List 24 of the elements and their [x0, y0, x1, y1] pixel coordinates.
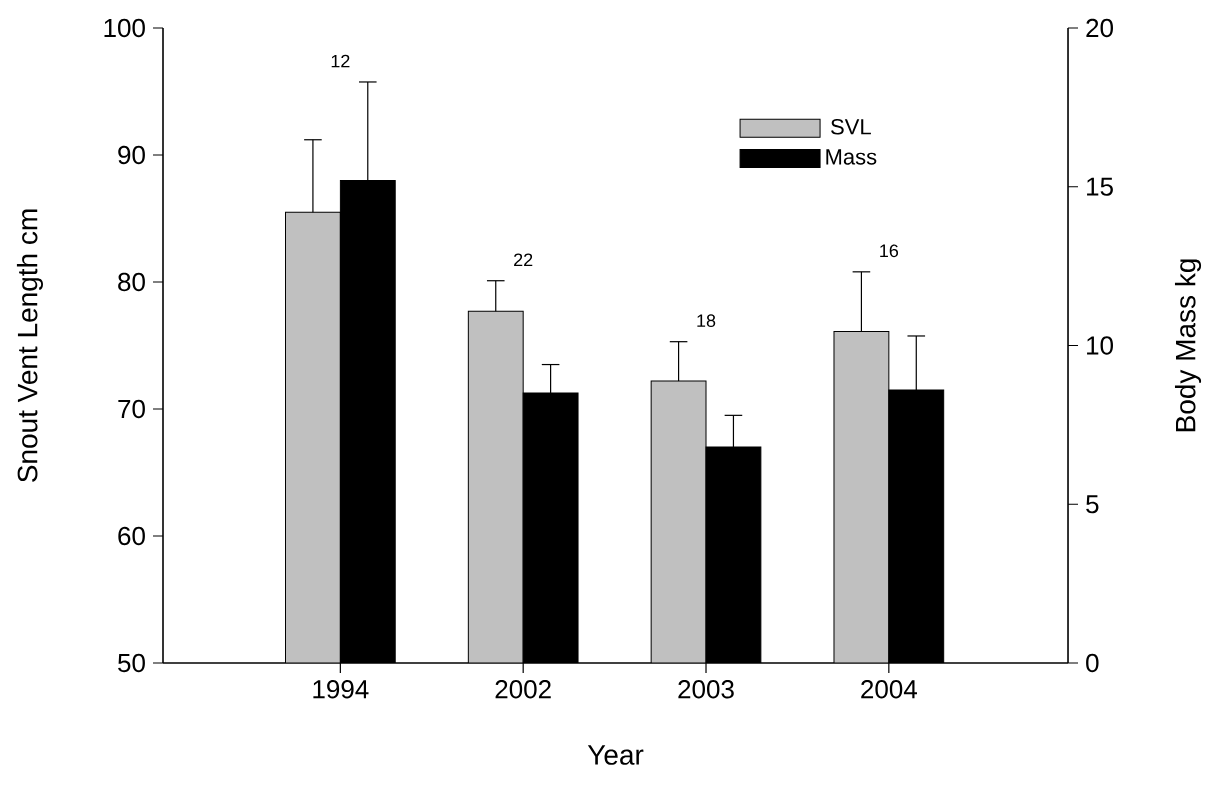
legend-label: SVL — [831, 118, 871, 135]
y2-tick-label: 20 — [1086, 18, 1113, 38]
x-tick-label: 2002 — [495, 680, 551, 699]
annotation: 12 — [331, 54, 350, 68]
annotation: 18 — [697, 314, 716, 328]
y-tick-label: 90 — [118, 145, 145, 165]
annotation: 22 — [514, 253, 533, 267]
x-axis-title: Year — [587, 745, 644, 765]
y-tick-label: 60 — [118, 526, 145, 546]
y-tick-label: 70 — [118, 399, 145, 419]
x-tick-label: 2003 — [678, 680, 734, 699]
y2-tick-label: 15 — [1087, 177, 1113, 196]
y2-tick-label: 0 — [1086, 653, 1099, 673]
legend-label: Mass — [826, 149, 877, 165]
y-tick-label: 80 — [118, 272, 145, 292]
y2-tick-label: 10 — [1087, 336, 1113, 355]
y-tick-label: 100 — [104, 18, 145, 38]
y-axis-title: Snout Vent Length cm — [16, 209, 44, 482]
y2-tick-label: 5 — [1086, 495, 1099, 514]
x-tick-label: 2004 — [861, 680, 917, 699]
y2-axis-title: Body Mass kg — [1174, 259, 1202, 432]
annotation: 16 — [880, 244, 899, 258]
x-tick-label: 1994 — [313, 680, 369, 699]
y-tick-label: 50 — [118, 653, 145, 673]
